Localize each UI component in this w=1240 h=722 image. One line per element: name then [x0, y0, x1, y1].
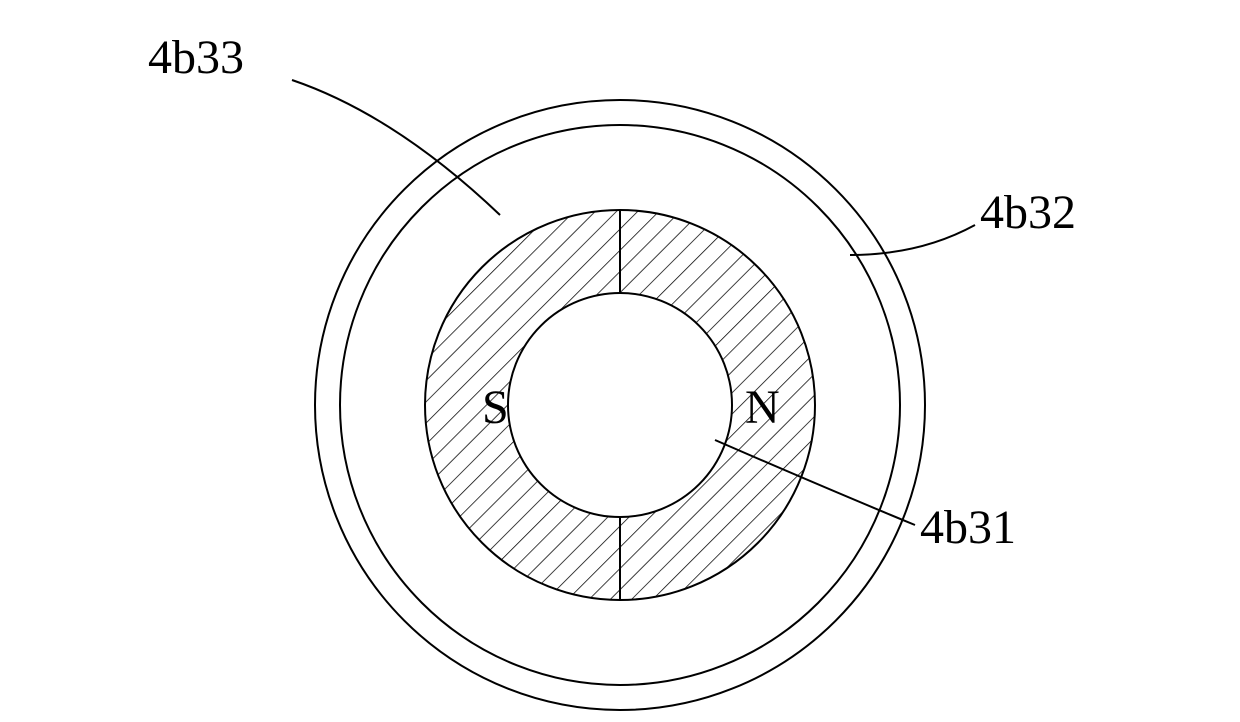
callout-label-4b31: 4b31 — [920, 500, 1016, 555]
diagram-svg — [0, 0, 1240, 722]
callout-label-4b33: 4b33 — [148, 30, 244, 85]
diagram-container: S N 4b33 4b32 4b31 — [0, 0, 1240, 722]
callout-label-4b32: 4b32 — [980, 185, 1076, 240]
magnet-hatch-fill — [0, 0, 1240, 722]
pole-label-south: S — [482, 380, 509, 435]
pole-label-north: N — [745, 380, 780, 435]
